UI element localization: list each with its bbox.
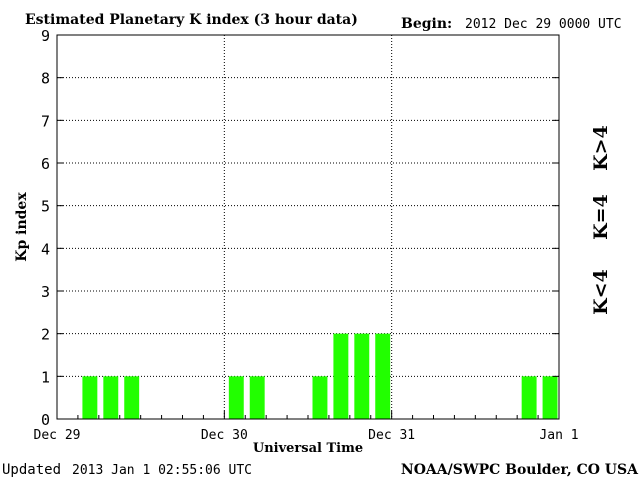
kp-bar [228, 376, 244, 419]
updated-label: Updated [2, 462, 61, 478]
kp-bar [312, 376, 328, 419]
plot-area: 0 1 2 3 4 5 6 7 8 9 Dec 29 Dec 30 Dec 31 Jan 1 [34, 27, 579, 443]
legend-k-greater-4: K>4 [590, 125, 612, 171]
y-tick-label: 2 [41, 326, 50, 344]
begin-label: Begin: [401, 16, 452, 32]
kp-bar [354, 333, 370, 419]
kp-bar [82, 376, 98, 419]
y-tick-label: 7 [41, 112, 50, 130]
legend-k-less-4: K<4 [590, 269, 612, 315]
kp-bar [103, 376, 119, 419]
x-tick-label: Dec 30 [201, 428, 248, 443]
legend-k-equal-4: K=4 [590, 194, 612, 240]
kp-bar [375, 333, 391, 419]
kp-bar [521, 376, 537, 419]
x-axis-title: Universal Time [253, 441, 363, 456]
y-tick-label: 8 [41, 70, 50, 88]
kp-bar [124, 376, 140, 419]
x-tick-label: Jan 1 [539, 428, 578, 443]
chart-title: Estimated Planetary K index (3 hour data… [25, 12, 358, 28]
kp-bar [333, 333, 349, 419]
updated-value: 2013 Jan 1 02:55:06 UTC [72, 463, 252, 478]
y-tick-label: 9 [41, 27, 50, 45]
source-credit: NOAA/SWPC Boulder, CO USA [401, 462, 639, 478]
kp-bar [249, 376, 265, 419]
y-tick-label: 3 [41, 283, 50, 301]
y-tick-label: 5 [41, 198, 50, 216]
y-tick-label: 0 [41, 411, 50, 429]
y-tick-label: 1 [41, 368, 50, 386]
x-tick-label: Dec 31 [368, 428, 415, 443]
x-tick-label: Dec 29 [34, 428, 81, 443]
kp-bar [542, 376, 558, 419]
plot-frame [56, 34, 560, 420]
begin-value: 2012 Dec 29 0000 UTC [465, 17, 622, 32]
y-tick-label: 4 [41, 240, 50, 258]
y-tick-label: 6 [41, 155, 50, 173]
y-axis-title: Kp index [14, 192, 30, 262]
